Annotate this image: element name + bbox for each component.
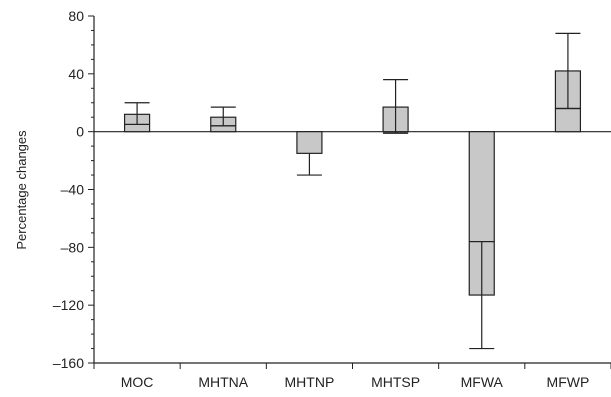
- x-tick-label-mhtsp: MHTSP: [371, 374, 420, 390]
- y-tick-label: 80: [68, 8, 84, 24]
- y-tick-label: –160: [53, 355, 84, 371]
- y-tick-label: 40: [68, 66, 84, 82]
- y-tick-label: –80: [61, 239, 85, 255]
- y-tick-label: 0: [76, 124, 84, 140]
- y-tick-label: –40: [61, 182, 85, 198]
- bar-mhtnp: [296, 131, 323, 154]
- plot-area: 80 40 0 –40 –80 –120 –160 MOC MHTNA MHTNP MHTSP MFW…: [53, 8, 611, 390]
- x-tick-label-mhtna: MHTNA: [198, 374, 248, 390]
- y-tick-label: –120: [53, 297, 84, 313]
- x-tick-label-mhtnp: MHTNP: [285, 374, 335, 390]
- x-tick-label-moc: MOC: [121, 374, 154, 390]
- x-tick-label-mfwa: MFWA: [461, 374, 504, 390]
- x-tick-label-mfwp: MFWP: [547, 374, 590, 390]
- y-axis-label: Percentage changes: [14, 130, 29, 250]
